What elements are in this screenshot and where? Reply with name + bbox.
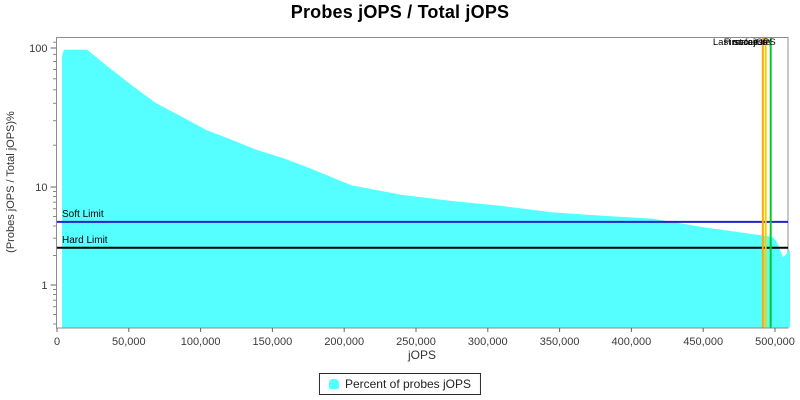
x-tick-label: 50,000 [112,336,146,348]
legend: Percent of probes jOPS [318,373,482,395]
area-series [62,49,791,328]
area-series-layer [62,49,791,328]
chart-title: Probes jOPS / Total jOPS [290,2,510,22]
y-axis-title: (Probes jOPS / Total jOPS)% [5,111,17,253]
y-tick-label: 100 [29,43,47,55]
legend-label: Percent of probes jOPS [344,377,472,391]
x-tick-label: 150,000 [253,336,293,348]
x-tick-label: 100,000 [181,336,221,348]
x-tick-label: 450,000 [683,336,723,348]
x-tick-label: 300,000 [468,336,508,348]
x-tick-label: 250,000 [396,336,436,348]
limit-lines-layer [57,220,788,249]
axis-ticks-layer: 0 50,000 100,000 150,000 200,000 250,000 300,0… [29,41,795,348]
marker-label-max-jops: max-jOPS [732,37,775,48]
marker-label-last-success: Last success [713,37,768,48]
x-tick-label: 0 [54,336,60,348]
y-tick-label: 1 [41,280,47,292]
marker-lines-layer [761,38,772,328]
hard-limit-label: Hard Limit [62,235,108,246]
x-axis-title: jOPS [407,348,436,362]
legend-swatch-icon [328,379,339,389]
x-tick-label: 500,000 [755,336,795,348]
soft-limit-label: Soft Limit [62,209,104,220]
y-tick-label: 10 [35,182,47,194]
x-tick-label: 200,000 [324,336,364,348]
x-tick-label: 350,000 [540,336,580,348]
marker-label-first-failure: First failure [724,37,771,48]
x-tick-label: 400,000 [612,336,652,348]
